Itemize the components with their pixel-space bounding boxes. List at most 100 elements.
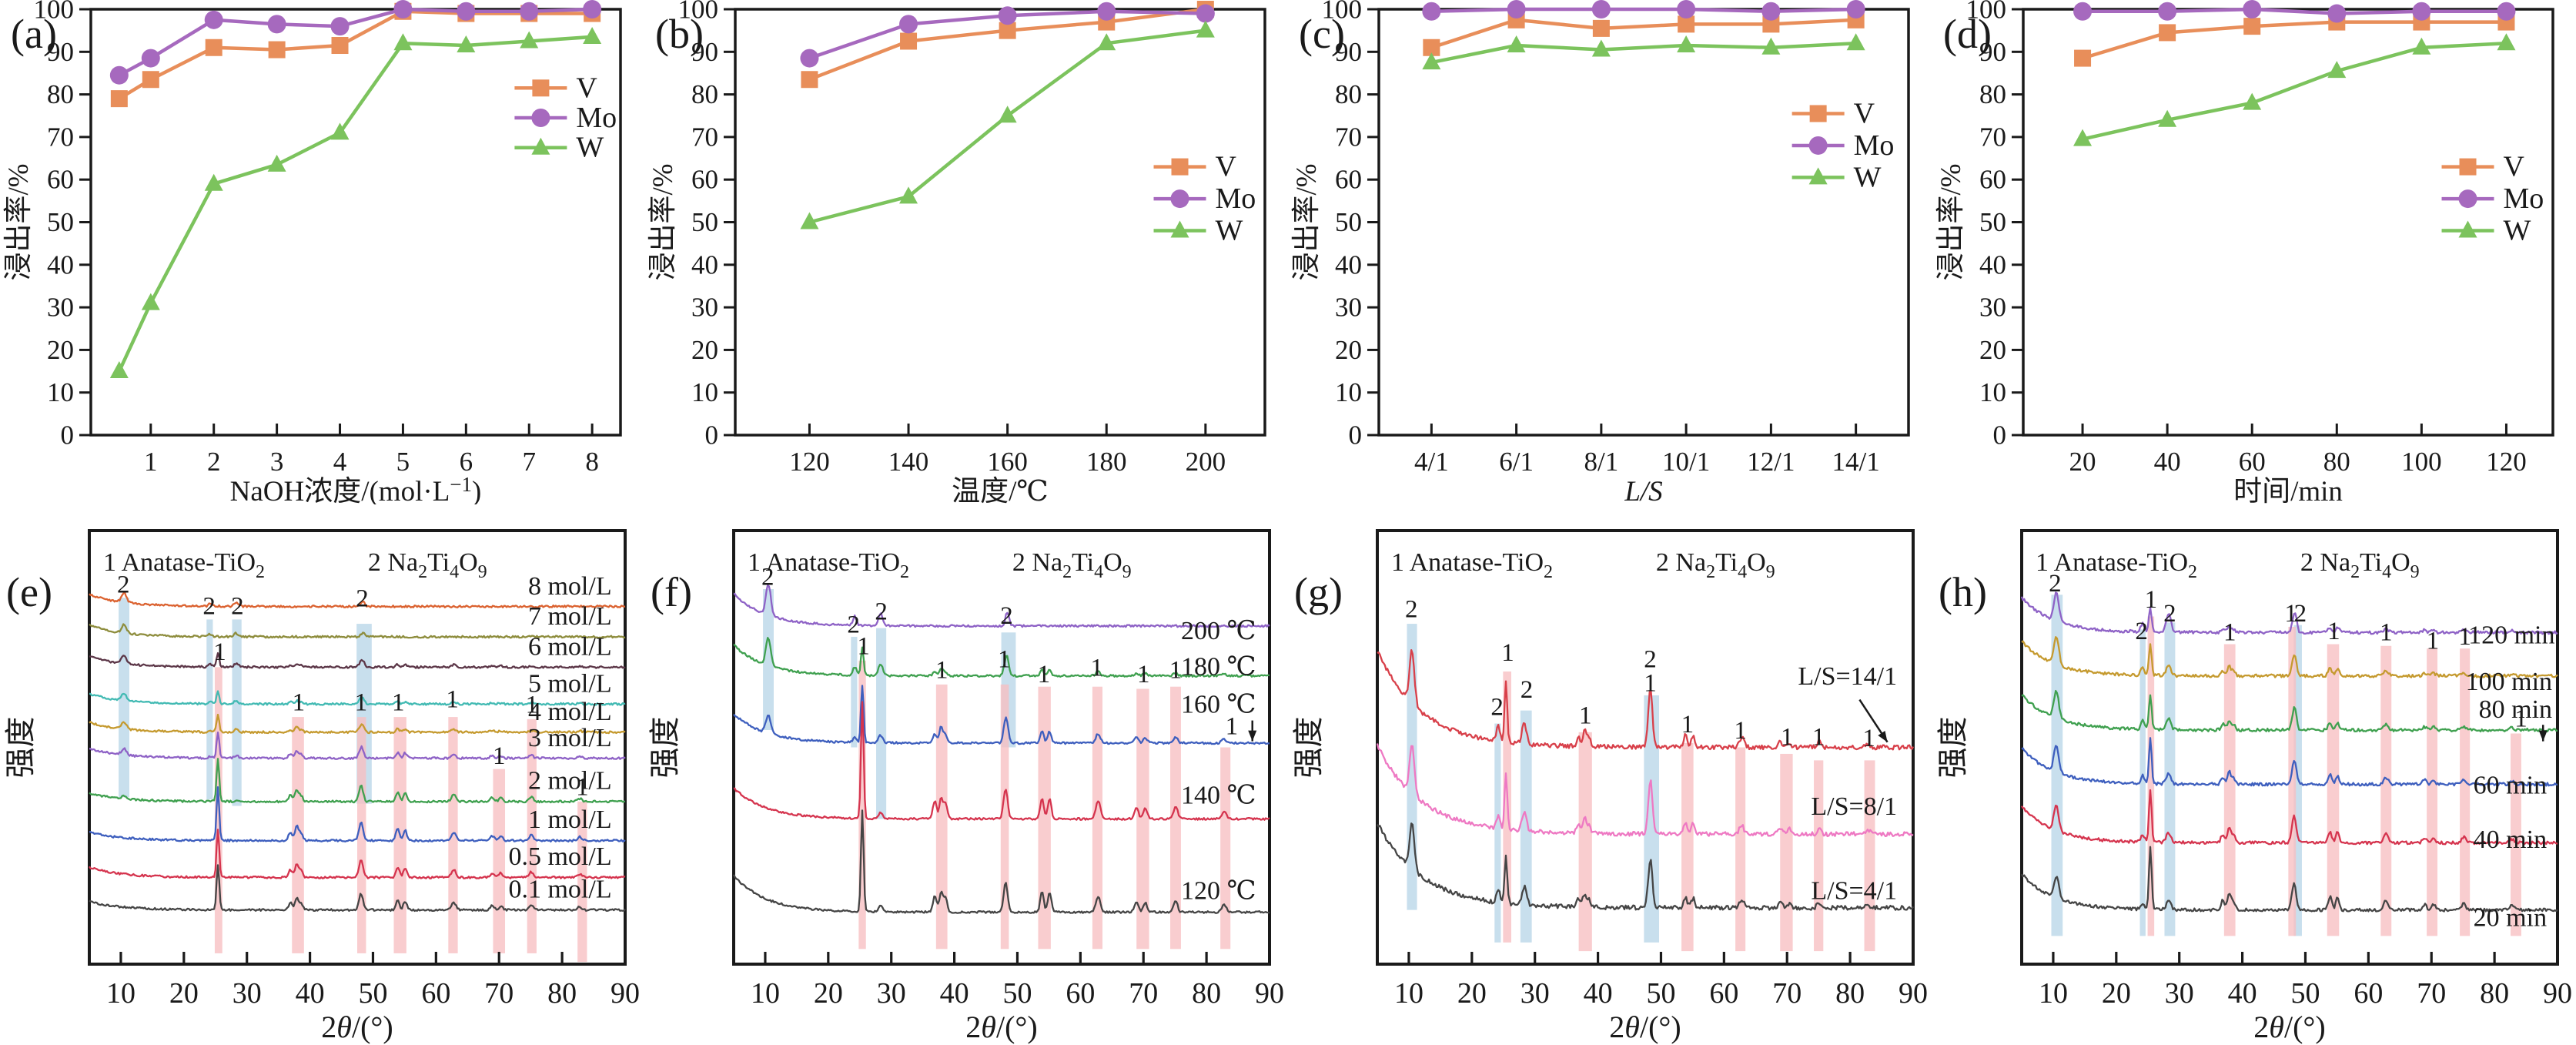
marker-W (2327, 61, 2346, 79)
y-tick-label: 50 (691, 207, 718, 237)
y-tick-label: 40 (691, 250, 718, 280)
legend-label-V: V (1854, 97, 1875, 129)
marker-Mo (2073, 2, 2092, 21)
x-tick-label: 70 (1129, 977, 1158, 1010)
marker-V (142, 71, 159, 89)
y-axis-title: 浸出率/% (2, 163, 35, 280)
y-tick-label: 70 (1335, 122, 1362, 152)
marker-W (393, 33, 413, 51)
peak-label: 1 (526, 691, 539, 718)
x-tick-label: 30 (1521, 977, 1550, 1010)
marker-W (1422, 52, 1441, 70)
marker-Mo (2496, 2, 2515, 21)
highlight-band-pink (448, 717, 458, 953)
x-tick-label: 90 (611, 977, 640, 1010)
x-tick-label: 10/1 (1662, 447, 1710, 477)
marker-W (2242, 92, 2261, 110)
legend-marker-W (1170, 220, 1189, 238)
panel-g: (g) L/S=14/1 L/S=8/1 L/S=4/1 2 2 1 2 1 2 1 1 1 1 1 1 1 A… (1288, 504, 1932, 1045)
marker-V (2243, 18, 2260, 35)
phase-annotation-2: 2 Na2Ti4O9 (368, 548, 487, 582)
x-tick-label: 80 (2480, 977, 2509, 1010)
marker-Mo (998, 6, 1017, 25)
highlight-band-pink (1000, 684, 1009, 950)
highlight-band-pink (1219, 747, 1230, 950)
peak-label: 1 (1812, 724, 1825, 752)
highlight-band-blue (206, 619, 213, 800)
peak-label: 1 (1136, 661, 1149, 688)
y-axis-title: 强度 (1291, 717, 1326, 779)
y-tick-label: 20 (691, 335, 718, 365)
highlight-band-blue (1520, 710, 1532, 943)
x-tick-label: 50 (2290, 977, 2320, 1010)
x-axis-title: NaOH浓度/(mol·L−1) (230, 473, 482, 504)
marker-W (998, 106, 1017, 123)
highlight-band-blue (232, 619, 242, 806)
peak-label: 1 (355, 689, 368, 717)
panel-e: (e) 8 mol/L 7 mol/L 6 mol/L 5 mol/L 4 mol/L 3 … (0, 504, 644, 1045)
x-tick-label: 90 (1899, 977, 1928, 1010)
x-tick-label: 5 (396, 447, 410, 477)
x-tick-label: 90 (2543, 977, 2572, 1010)
arrow-head (2538, 730, 2548, 742)
panel-h: (h) 120 min 100 min 80 min 60 min 40 min 20 mi… (1932, 504, 2576, 1045)
peak-label: 1 (392, 689, 405, 717)
curve-label: L/S=8/1 (1811, 792, 1897, 821)
x-tick-label: 7 (522, 447, 536, 477)
y-tick-label: 70 (691, 122, 718, 152)
marker-Mo (204, 10, 223, 29)
x-tick-label: 10 (2038, 977, 2067, 1010)
marker-Mo (898, 15, 918, 34)
curve-label: 200 ℃ (1181, 617, 1256, 645)
series-line-V (1430, 18, 1856, 49)
peak-label: 1 (1781, 724, 1794, 752)
highlight-band-pink (935, 684, 948, 950)
xrd-curve-0-5-mol-L (89, 829, 626, 879)
plot-frame (2021, 8, 2554, 437)
peak-label: 2 (202, 593, 216, 621)
highlight-band-pink (577, 801, 587, 963)
x-tick-label: 8/1 (1584, 447, 1619, 477)
phase-annotation-2: 2 Na2Ti4O9 (1656, 548, 1775, 582)
y-axis-title: 强度 (647, 717, 682, 779)
x-tick-label: 70 (2417, 977, 2446, 1010)
peak-label: 1 (2380, 618, 2393, 646)
y-tick-label: 70 (1979, 122, 2006, 152)
marker-W (204, 173, 223, 191)
peak-label: 1 (213, 638, 226, 666)
x-tick-label: 180 (1086, 447, 1126, 477)
xrd-curve-20-min (2020, 846, 2558, 913)
highlight-band-pink (2223, 644, 2236, 936)
peak-label: 2 (2049, 570, 2062, 598)
curve-label: 120 ℃ (1181, 877, 1256, 906)
curve-label: 8 mol/L (528, 572, 612, 601)
marker-Mo (520, 2, 539, 21)
highlight-band-pink (357, 717, 366, 953)
peak-label: 1 (1681, 711, 1694, 739)
peak-label: 2 (2135, 618, 2148, 645)
curve-label: 6 mol/L (528, 633, 612, 661)
legend-label-W: W (2503, 215, 2531, 247)
y-axis-title: 强度 (3, 717, 38, 779)
plot-frame (731, 529, 1271, 966)
x-tick-label: 20 (2101, 977, 2130, 1010)
curve-label: 140 ℃ (1181, 782, 1256, 810)
highlight-band-pink (1169, 686, 1181, 950)
panel-c-chart: (c) 0 10 20 30 40 50 60 70 80 90 100 4/1 6/1 8/1 10/1 12… (1290, 0, 1910, 507)
marker-V (205, 39, 222, 56)
x-tick-label: 120 (2486, 447, 2527, 477)
peak-label: 2 (875, 598, 888, 625)
peak-label: 1 (1037, 661, 1050, 688)
phase-annotation-2: 2 Na2Ti4O9 (2300, 548, 2419, 582)
x-axis-title: L/S (1624, 476, 1662, 504)
highlight-band-pink (2459, 648, 2470, 936)
marker-W (583, 26, 602, 44)
highlight-band-pink (1092, 686, 1102, 950)
marker-Mo (1507, 0, 1526, 18)
x-tick-label: 60 (2354, 977, 2383, 1010)
plot-frame (88, 529, 627, 966)
peak-label: 1 (446, 686, 459, 714)
xrd-curve-4-mol-L (89, 713, 626, 735)
marker-W (2411, 37, 2430, 55)
